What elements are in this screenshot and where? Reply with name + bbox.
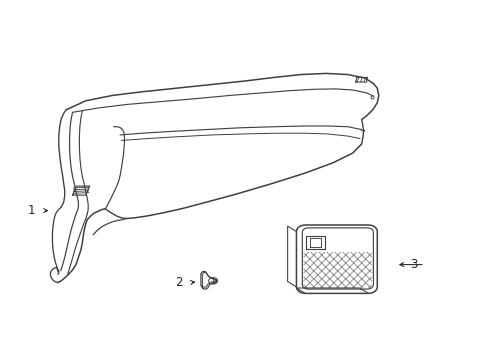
Text: 2: 2 — [175, 276, 183, 289]
Text: 1: 1 — [28, 204, 36, 217]
Text: 3: 3 — [410, 258, 418, 271]
